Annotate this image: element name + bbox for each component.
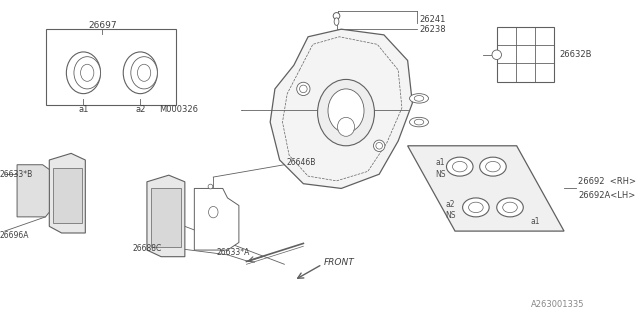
Bar — [497, 27, 554, 82]
Text: 26238: 26238 — [419, 25, 445, 34]
Polygon shape — [147, 175, 185, 257]
Text: 26692  <RH>: 26692 <RH> — [579, 177, 636, 186]
Text: 26633*B: 26633*B — [0, 170, 33, 179]
Ellipse shape — [334, 18, 339, 25]
Ellipse shape — [374, 140, 385, 151]
Ellipse shape — [452, 161, 467, 172]
Bar — [53, 168, 81, 223]
Bar — [151, 188, 181, 247]
Ellipse shape — [300, 85, 307, 93]
Text: 26646B: 26646B — [286, 158, 316, 167]
Ellipse shape — [297, 82, 310, 96]
Polygon shape — [195, 188, 239, 250]
Ellipse shape — [468, 202, 483, 212]
Ellipse shape — [492, 50, 502, 60]
Text: a1: a1 — [531, 217, 540, 226]
Text: 26688C: 26688C — [132, 244, 162, 253]
Bar — [45, 29, 177, 105]
Ellipse shape — [479, 157, 506, 176]
Text: a1: a1 — [435, 158, 445, 167]
Ellipse shape — [497, 198, 524, 217]
Ellipse shape — [486, 161, 500, 172]
Ellipse shape — [328, 89, 364, 132]
Polygon shape — [408, 146, 564, 231]
Text: 26692A<LH>: 26692A<LH> — [579, 191, 636, 200]
Ellipse shape — [414, 119, 424, 125]
Polygon shape — [17, 165, 49, 217]
Ellipse shape — [463, 198, 489, 217]
Ellipse shape — [414, 96, 424, 101]
Ellipse shape — [502, 202, 517, 212]
Text: NS: NS — [445, 212, 456, 220]
Ellipse shape — [138, 64, 151, 81]
Ellipse shape — [376, 142, 383, 149]
Ellipse shape — [317, 79, 374, 146]
Ellipse shape — [67, 52, 100, 94]
Ellipse shape — [410, 94, 429, 103]
Ellipse shape — [337, 117, 355, 136]
Text: FRONT: FRONT — [324, 258, 355, 267]
Polygon shape — [270, 29, 412, 188]
Text: a2: a2 — [135, 105, 145, 114]
Text: a1: a1 — [78, 105, 88, 114]
Ellipse shape — [209, 206, 218, 218]
Text: a2: a2 — [445, 200, 455, 209]
Ellipse shape — [81, 64, 94, 81]
Ellipse shape — [447, 157, 473, 176]
Ellipse shape — [124, 52, 157, 94]
Ellipse shape — [410, 117, 429, 127]
Text: NS: NS — [435, 170, 445, 179]
Text: 26696A: 26696A — [0, 231, 29, 240]
Text: 26697: 26697 — [88, 21, 116, 30]
Polygon shape — [49, 153, 85, 233]
Text: A263001335: A263001335 — [531, 300, 584, 308]
Text: M000326: M000326 — [159, 105, 198, 114]
Ellipse shape — [74, 57, 100, 89]
Text: 26241: 26241 — [419, 15, 445, 24]
Ellipse shape — [208, 184, 213, 189]
Text: 26633*A: 26633*A — [216, 248, 250, 257]
Ellipse shape — [131, 57, 157, 89]
Ellipse shape — [333, 12, 340, 19]
Text: 26632B: 26632B — [559, 50, 592, 59]
